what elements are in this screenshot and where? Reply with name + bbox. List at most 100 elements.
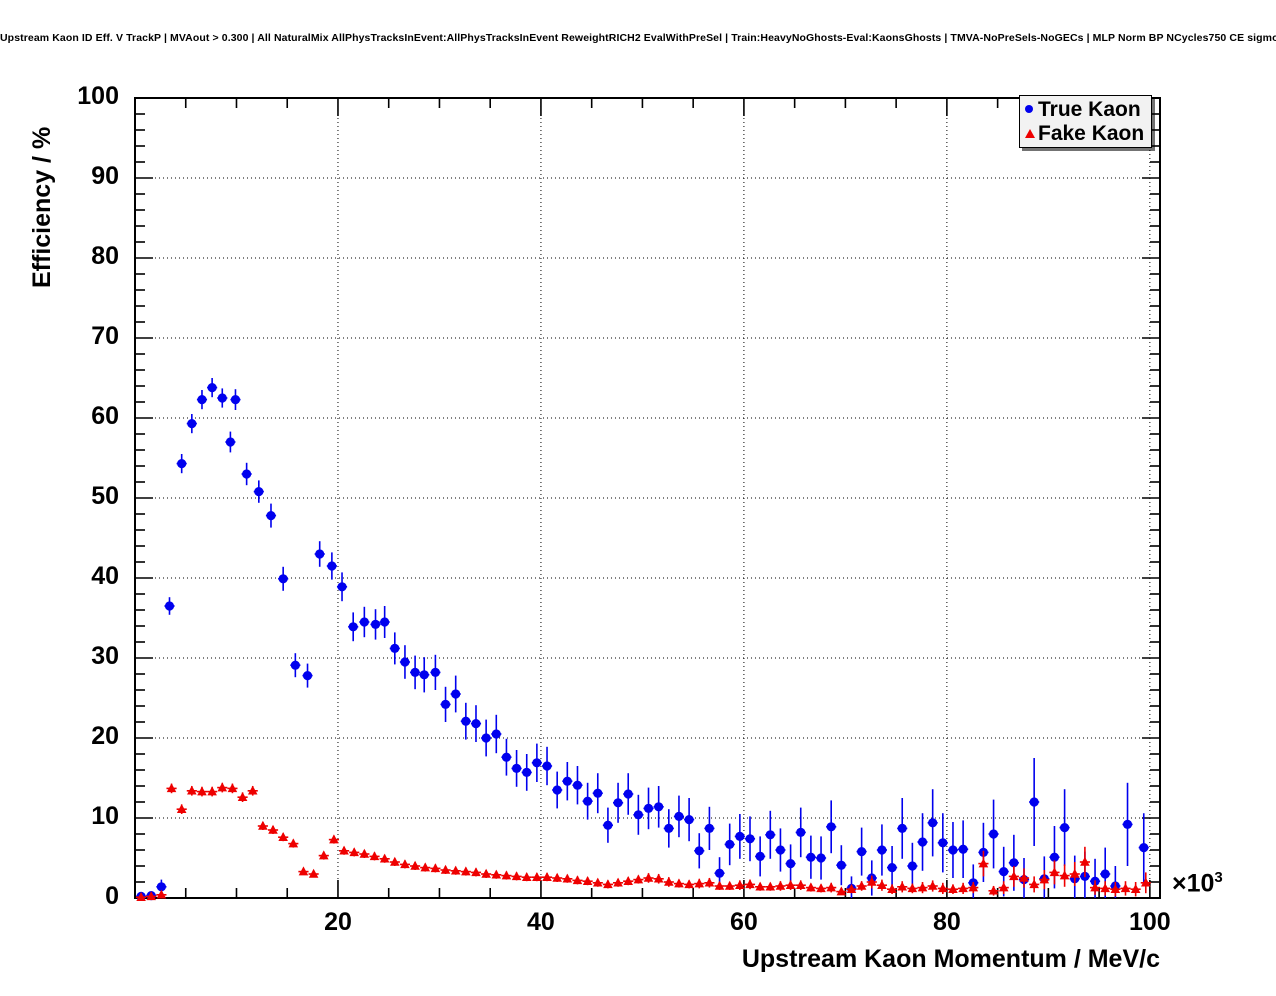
data-point[interactable] bbox=[481, 733, 491, 743]
data-point[interactable] bbox=[704, 877, 715, 887]
data-point[interactable] bbox=[735, 880, 745, 889]
data-point[interactable] bbox=[542, 761, 552, 771]
data-point[interactable] bbox=[562, 776, 572, 786]
data-point[interactable] bbox=[897, 823, 907, 834]
data-point[interactable] bbox=[450, 865, 461, 875]
data-point[interactable] bbox=[796, 827, 806, 838]
data-point[interactable] bbox=[166, 783, 177, 793]
data-point[interactable] bbox=[562, 873, 573, 883]
data-point[interactable] bbox=[532, 872, 542, 881]
data-point[interactable] bbox=[654, 802, 664, 812]
data-point[interactable] bbox=[217, 782, 228, 792]
data-point[interactable] bbox=[380, 617, 390, 627]
data-point[interactable] bbox=[522, 767, 532, 778]
data-point[interactable] bbox=[1130, 884, 1141, 893]
data-point[interactable] bbox=[176, 804, 187, 813]
data-point[interactable] bbox=[491, 729, 501, 739]
data-point[interactable] bbox=[542, 872, 552, 881]
data-point[interactable] bbox=[795, 880, 806, 889]
data-point[interactable] bbox=[1009, 871, 1019, 881]
data-point[interactable] bbox=[258, 820, 268, 830]
data-point[interactable] bbox=[633, 874, 644, 884]
data-point[interactable] bbox=[349, 847, 359, 857]
data-point[interactable] bbox=[197, 395, 207, 405]
data-point[interactable] bbox=[511, 871, 522, 881]
data-point[interactable] bbox=[430, 863, 441, 873]
data-point[interactable] bbox=[461, 716, 471, 726]
data-point[interactable] bbox=[278, 832, 288, 841]
data-point[interactable] bbox=[501, 870, 512, 880]
data-point[interactable] bbox=[988, 885, 999, 895]
data-point[interactable] bbox=[420, 862, 431, 872]
data-point[interactable] bbox=[958, 883, 968, 893]
data-point[interactable] bbox=[1120, 883, 1131, 893]
data-point[interactable] bbox=[613, 798, 623, 808]
data-point[interactable] bbox=[948, 845, 958, 855]
data-point[interactable] bbox=[1080, 856, 1090, 866]
data-point[interactable] bbox=[836, 860, 846, 870]
data-point[interactable] bbox=[302, 671, 313, 681]
data-point[interactable] bbox=[461, 866, 471, 876]
data-point[interactable] bbox=[290, 660, 300, 670]
data-point[interactable] bbox=[1110, 884, 1121, 893]
data-point[interactable] bbox=[359, 848, 370, 858]
data-point[interactable] bbox=[207, 786, 217, 796]
data-point[interactable] bbox=[318, 850, 329, 860]
data-point[interactable] bbox=[370, 619, 381, 630]
data-point[interactable] bbox=[856, 880, 867, 890]
data-point[interactable] bbox=[177, 459, 187, 469]
data-point[interactable] bbox=[156, 882, 166, 892]
data-point[interactable] bbox=[643, 803, 654, 814]
data-point[interactable] bbox=[390, 643, 400, 654]
data-point[interactable] bbox=[471, 867, 481, 877]
data-point[interactable] bbox=[674, 878, 684, 888]
data-point[interactable] bbox=[572, 780, 583, 790]
data-point[interactable] bbox=[745, 834, 755, 844]
data-point[interactable] bbox=[724, 880, 735, 890]
data-point[interactable] bbox=[917, 882, 928, 892]
data-point[interactable] bbox=[755, 881, 765, 891]
data-point[interactable] bbox=[826, 882, 836, 892]
data-point[interactable] bbox=[938, 838, 948, 848]
data-point[interactable] bbox=[1060, 823, 1070, 833]
data-point[interactable] bbox=[359, 617, 369, 627]
data-point[interactable] bbox=[857, 847, 867, 857]
data-point[interactable] bbox=[958, 844, 968, 854]
data-point[interactable] bbox=[1039, 874, 1050, 884]
data-point[interactable] bbox=[806, 852, 816, 862]
data-point[interactable] bbox=[765, 881, 776, 891]
data-point[interactable] bbox=[254, 487, 264, 497]
data-point[interactable] bbox=[266, 510, 276, 521]
data-point[interactable] bbox=[988, 829, 999, 839]
data-point[interactable] bbox=[207, 383, 217, 393]
data-point[interactable] bbox=[664, 823, 674, 834]
data-point[interactable] bbox=[826, 822, 836, 832]
data-point[interactable] bbox=[491, 869, 502, 879]
data-point[interactable] bbox=[704, 823, 715, 834]
data-point[interactable] bbox=[907, 861, 917, 871]
data-point[interactable] bbox=[1139, 843, 1149, 853]
data-point[interactable] bbox=[1029, 797, 1039, 807]
data-point[interactable] bbox=[633, 810, 643, 820]
data-point[interactable] bbox=[187, 419, 197, 429]
data-point[interactable] bbox=[1141, 877, 1151, 887]
data-point[interactable] bbox=[288, 838, 299, 848]
data-point[interactable] bbox=[329, 834, 339, 844]
data-point[interactable] bbox=[552, 785, 562, 795]
data-point[interactable] bbox=[227, 783, 238, 793]
data-point[interactable] bbox=[369, 851, 380, 861]
data-point[interactable] bbox=[785, 859, 796, 869]
data-point[interactable] bbox=[928, 818, 938, 828]
data-point[interactable] bbox=[917, 837, 928, 847]
data-point[interactable] bbox=[725, 839, 735, 850]
data-point[interactable] bbox=[268, 824, 278, 834]
data-point[interactable] bbox=[298, 866, 309, 876]
data-point[interactable] bbox=[714, 880, 725, 890]
data-point[interactable] bbox=[836, 886, 847, 896]
data-point[interactable] bbox=[379, 853, 390, 863]
data-point[interactable] bbox=[603, 879, 613, 889]
data-point[interactable] bbox=[755, 851, 765, 862]
data-point[interactable] bbox=[1049, 867, 1060, 877]
data-point[interactable] bbox=[430, 667, 440, 678]
data-point[interactable] bbox=[440, 864, 451, 874]
